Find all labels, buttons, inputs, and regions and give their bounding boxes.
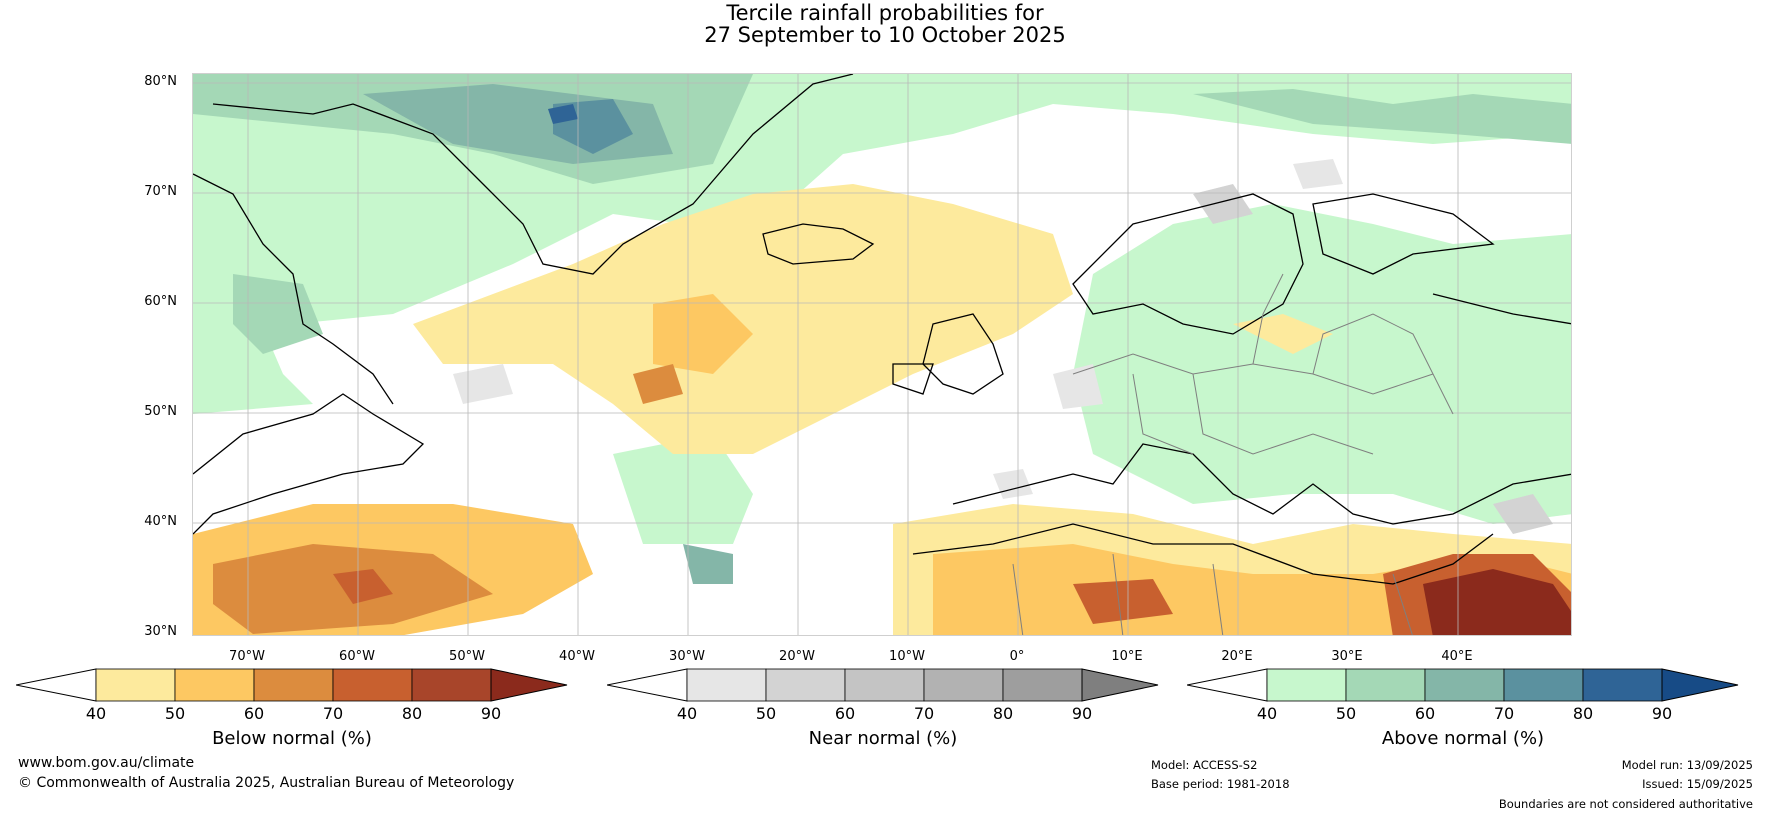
colorbar-near-normal <box>607 668 1159 702</box>
legend-below-tick-60: 60 <box>243 704 265 723</box>
legend-below-tick-80: 80 <box>401 704 423 723</box>
longitude-label-70w: 70°W <box>229 649 265 664</box>
legend-near-tick-80: 80 <box>992 704 1014 723</box>
legend-above-normal: 40 50 60 70 80 90 Above normal (%) <box>1187 668 1739 758</box>
legend-below-normal-label: Below normal (%) <box>212 728 372 749</box>
legend-above-tick-40: 40 <box>1256 704 1278 723</box>
latitude-label-70n: 70°N <box>144 184 177 199</box>
model-name: Model: ACCESS-S2 <box>1151 758 1258 772</box>
legend-below-tick-40: 40 <box>85 704 107 723</box>
legend-near-tick-70: 70 <box>913 704 935 723</box>
above-normal-shading <box>193 74 1571 584</box>
legend-above-tick-90: 90 <box>1651 704 1673 723</box>
longitude-label-10w: 10°W <box>889 649 925 664</box>
legend-below-tick-70: 70 <box>322 704 344 723</box>
coastlines <box>193 74 1571 585</box>
colorbar-below-normal <box>16 668 568 702</box>
longitude-label-50w: 50°W <box>449 649 485 664</box>
latitude-label-80n: 80°N <box>144 74 177 89</box>
longitude-label-0: 0° <box>1009 649 1025 664</box>
legend-below-normal: 40 50 60 70 80 90 Below normal (%) <box>16 668 568 758</box>
latitude-label-50n: 50°N <box>144 404 177 419</box>
legend-near-normal: 40 50 60 70 80 90 Near normal (%) <box>607 668 1159 758</box>
copyright-text: © Commonwealth of Australia 2025, Austra… <box>18 775 515 791</box>
legend-near-normal-label: Near normal (%) <box>808 728 958 749</box>
legend-above-tick-80: 80 <box>1572 704 1594 723</box>
legend-below-tick-90: 90 <box>480 704 502 723</box>
colorbar-above-normal <box>1187 668 1739 702</box>
longitude-label-40w: 40°W <box>559 649 595 664</box>
latitude-label-60n: 60°N <box>144 294 177 309</box>
website-link[interactable]: www.bom.gov.au/climate <box>18 755 195 771</box>
latitude-label-30n: 30°N <box>144 624 177 639</box>
map-canvas <box>193 74 1571 635</box>
legend-near-tick-60: 60 <box>834 704 856 723</box>
base-period: Base period: 1981-2018 <box>1151 777 1290 791</box>
longitude-label-10e: 10°E <box>1111 649 1143 664</box>
legend-below-tick-50: 50 <box>164 704 186 723</box>
legend-near-tick-90: 90 <box>1071 704 1093 723</box>
longitude-label-30e: 30°E <box>1331 649 1363 664</box>
longitude-label-20w: 20°W <box>779 649 815 664</box>
map-title-line-2: 27 September to 10 October 2025 <box>704 23 1066 47</box>
legend-above-normal-label: Above normal (%) <box>1381 728 1545 749</box>
boundaries-disclaimer: Boundaries are not considered authoritat… <box>1498 797 1753 811</box>
legend-above-tick-70: 70 <box>1493 704 1515 723</box>
model-run-date: Model run: 13/09/2025 <box>1621 758 1753 772</box>
longitude-label-40e: 40°E <box>1441 649 1473 664</box>
legend-near-tick-40: 40 <box>676 704 698 723</box>
longitude-label-60w: 60°W <box>339 649 375 664</box>
longitude-label-20e: 20°E <box>1221 649 1253 664</box>
legend-above-tick-60: 60 <box>1414 704 1436 723</box>
legend-above-tick-50: 50 <box>1335 704 1357 723</box>
latitude-label-40n: 40°N <box>144 514 177 529</box>
map-title-line-1: Tercile rainfall probabilities for <box>726 1 1044 25</box>
rainfall-probability-map <box>192 73 1572 636</box>
longitude-label-30w: 30°W <box>669 649 705 664</box>
legend-near-tick-50: 50 <box>755 704 777 723</box>
country-borders <box>1012 273 1454 635</box>
issued-date: Issued: 15/09/2025 <box>1642 777 1753 791</box>
